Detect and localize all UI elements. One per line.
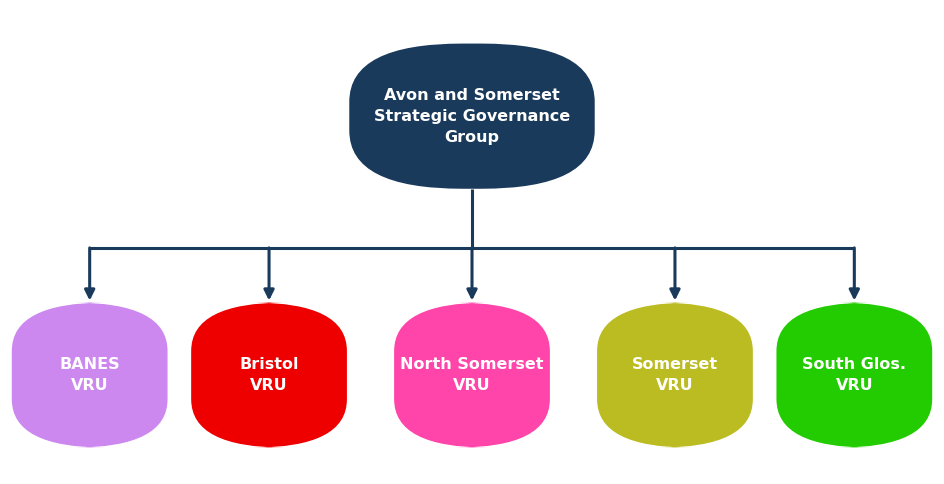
FancyBboxPatch shape bbox=[349, 44, 595, 189]
FancyBboxPatch shape bbox=[776, 302, 933, 448]
Text: South Glos.
VRU: South Glos. VRU bbox=[802, 357, 906, 393]
Text: Somerset
VRU: Somerset VRU bbox=[632, 357, 718, 393]
Text: North Somerset
VRU: North Somerset VRU bbox=[400, 357, 544, 393]
FancyBboxPatch shape bbox=[395, 302, 549, 448]
Text: BANES
VRU: BANES VRU bbox=[59, 357, 120, 393]
FancyBboxPatch shape bbox=[597, 302, 753, 448]
FancyBboxPatch shape bbox=[191, 302, 346, 448]
Text: Bristol
VRU: Bristol VRU bbox=[239, 357, 299, 393]
Text: Avon and Somerset
Strategic Governance
Group: Avon and Somerset Strategic Governance G… bbox=[374, 88, 570, 145]
FancyBboxPatch shape bbox=[11, 302, 168, 448]
